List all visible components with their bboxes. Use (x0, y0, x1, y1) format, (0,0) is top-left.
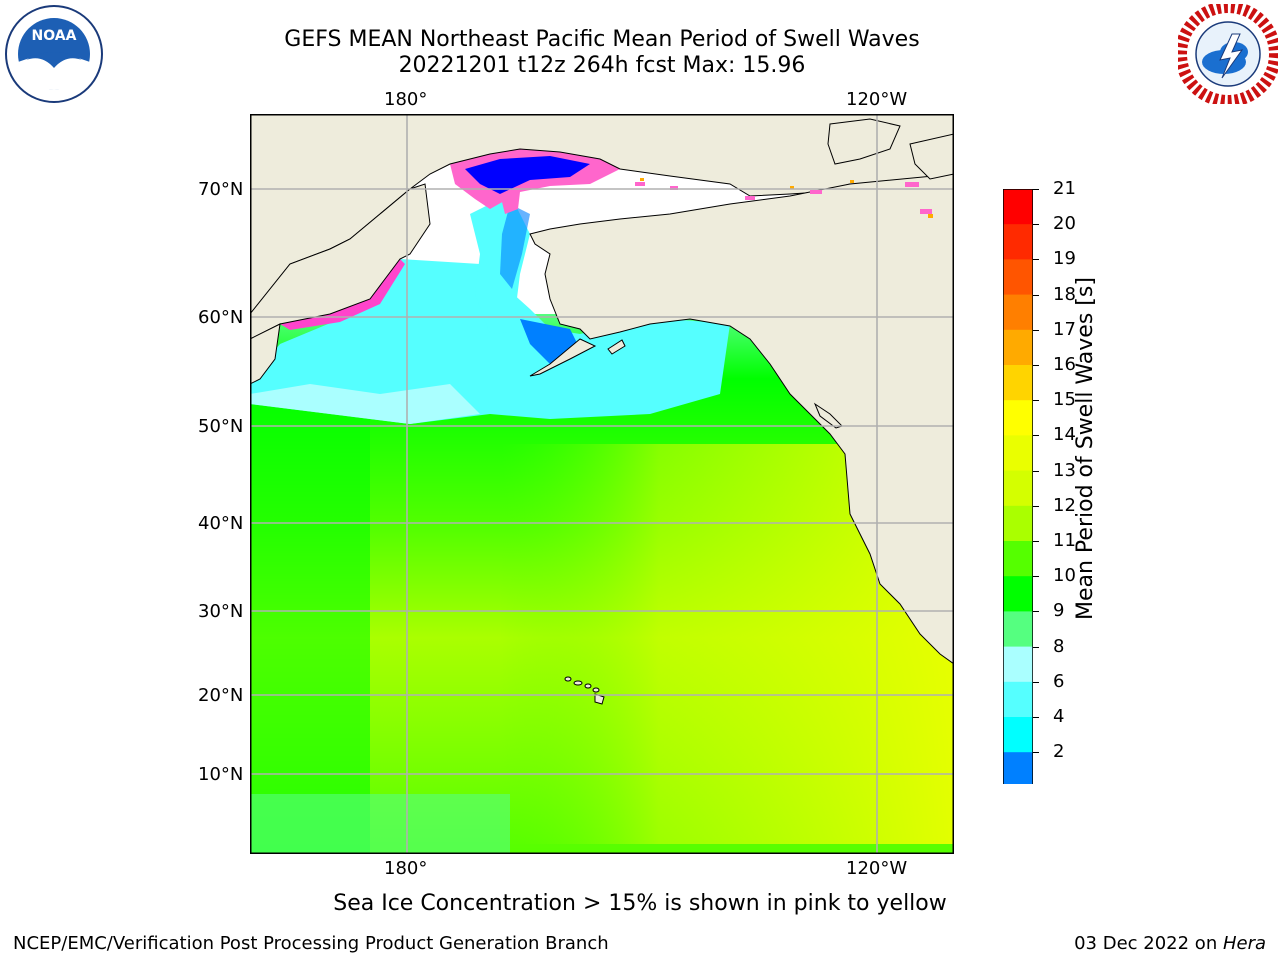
colorbar-segment (1003, 681, 1033, 718)
svg-text:NOAA: NOAA (32, 28, 77, 44)
colorbar-tick-labels: 21 20 19 18 17 16 15 14 13 12 11 10 9 8 6 4 2 (1033, 178, 1090, 780)
colorbar-tick-mark (1033, 541, 1039, 542)
colorbar-segment (1003, 646, 1033, 683)
noaa-logo-icon: NOAA (4, 4, 104, 104)
colorbar-tick-label: 14 (1053, 424, 1076, 446)
colorbar-segment (1003, 505, 1033, 542)
colorbar-segment (1003, 294, 1033, 331)
colorbar-tick-label: 21 (1053, 178, 1076, 199)
map-title: GEFS MEAN Northeast Pacific Mean Period … (284, 27, 920, 52)
lat-label-60n: 60°N (198, 307, 244, 328)
lat-label-50n: 50°N (198, 416, 244, 437)
colorbar-segment (1003, 189, 1033, 225)
colorbar-tick-mark (1033, 400, 1039, 402)
colorbar-tick-mark (1033, 435, 1039, 437)
colorbar-tick-label: 11 (1053, 530, 1076, 551)
lon-label-bottom-180: 180° (384, 858, 428, 879)
colorbar (1002, 188, 1034, 820)
colorbar-segment (1003, 576, 1033, 612)
map-subtitle: 20221201 t12z 264h fcst Max: 15.96 (398, 53, 806, 78)
colorbar-tick-label: 17 (1053, 318, 1076, 340)
colorbar-segment (1003, 541, 1033, 577)
footer-host: Hera (1222, 933, 1266, 954)
colorbar-tick-label: 2 (1053, 741, 1065, 763)
colorbar-segment (1003, 365, 1033, 401)
hawaiian-islands (564, 676, 605, 705)
graticule (250, 114, 954, 854)
colorbar-tick-label: 18 (1053, 283, 1076, 305)
colorbar-segment (1003, 752, 1033, 788)
colorbar-tick-mark (1033, 189, 1039, 190)
colorbar-tick-label: 4 (1053, 706, 1065, 727)
lat-label-10n: 10°N (198, 764, 244, 785)
colorbar-tick-mark (1033, 294, 1039, 296)
colorbar-tick-mark (1033, 329, 1039, 331)
colorbar-label: Mean Period of Swell Waves [s] (1073, 277, 1098, 620)
colorbar-tick-label: 13 (1053, 459, 1076, 481)
colorbar-tick-label: 12 (1053, 494, 1076, 516)
colorbar-tick-mark (1033, 365, 1039, 366)
colorbar-segment (1003, 329, 1033, 366)
colorbar-tick-mark (1033, 681, 1039, 683)
lon-label-bottom-120w: 120°W (846, 858, 908, 879)
colorbar-tick-label: 19 (1053, 248, 1076, 270)
lon-label-top-120w: 120°W (846, 89, 908, 110)
nws-logo-icon (1175, 1, 1280, 107)
colorbar-tick-mark (1033, 505, 1039, 507)
colorbar-tick-label: 15 (1053, 389, 1076, 411)
colorbar-tick-mark (1033, 259, 1039, 261)
colorbar-tick-mark (1033, 224, 1039, 226)
colorbar-tick-mark (1033, 717, 1039, 718)
lat-label-40n: 40°N (198, 513, 244, 534)
colorbar-tick-mark (1033, 646, 1039, 648)
colorbar-tick-mark (1033, 752, 1039, 754)
colorbar-tick-mark (1033, 470, 1039, 472)
sea-ice-note: Sea Ice Concentration > 15% is shown in … (333, 891, 947, 916)
colorbar-segment (1003, 611, 1033, 648)
colorbar-tick-label: 8 (1053, 635, 1065, 657)
colorbar-tick-label: 16 (1053, 354, 1076, 375)
colorbar-tick-mark (1033, 611, 1039, 613)
footer-date: 03 Dec 2022 on (1074, 933, 1223, 954)
footer-branch: NCEP/EMC/Verification Post Processing Pr… (13, 933, 609, 954)
colorbar-segment (1003, 717, 1033, 753)
colorbar-tick-mark (1033, 576, 1039, 578)
colorbar-segment (1003, 400, 1033, 436)
lat-label-20n: 20°N (198, 685, 244, 706)
colorbar-tick-label: 9 (1053, 600, 1065, 622)
footer-date-host: 03 Dec 2022 on Hera (1074, 933, 1266, 954)
colorbar-segment (1003, 224, 1033, 260)
lon-label-top-180: 180° (384, 89, 428, 110)
map-frame (250, 114, 954, 854)
colorbar-segment (1003, 259, 1033, 296)
map-panel (249, 113, 955, 854)
lat-label-30n: 30°N (198, 601, 244, 622)
colorbar-tick-label: 6 (1053, 670, 1065, 692)
colorbar-segment (1003, 470, 1033, 507)
colorbar-tick-label: 10 (1053, 565, 1076, 587)
colorbar-segment (1003, 435, 1033, 472)
swell-period-map (249, 113, 955, 854)
lat-label-70n: 70°N (198, 179, 244, 200)
colorbar-tick-label: 20 (1053, 213, 1076, 235)
